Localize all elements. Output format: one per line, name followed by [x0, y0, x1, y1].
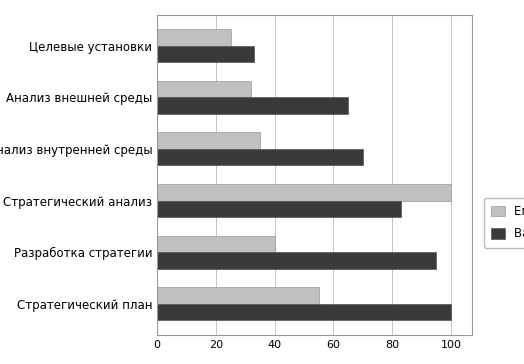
Bar — [157, 149, 363, 165]
Bar — [157, 252, 436, 269]
Legend: Емкость проекта, Важность проекта: Емкость проекта, Важность проекта — [484, 198, 524, 248]
Bar — [157, 97, 348, 114]
Bar — [157, 304, 451, 320]
Bar — [157, 29, 231, 46]
Bar — [157, 132, 260, 149]
Bar — [157, 81, 251, 97]
Bar — [157, 236, 275, 252]
Bar — [157, 201, 401, 217]
Bar — [157, 184, 451, 201]
Bar — [157, 287, 319, 304]
Bar — [157, 46, 254, 62]
